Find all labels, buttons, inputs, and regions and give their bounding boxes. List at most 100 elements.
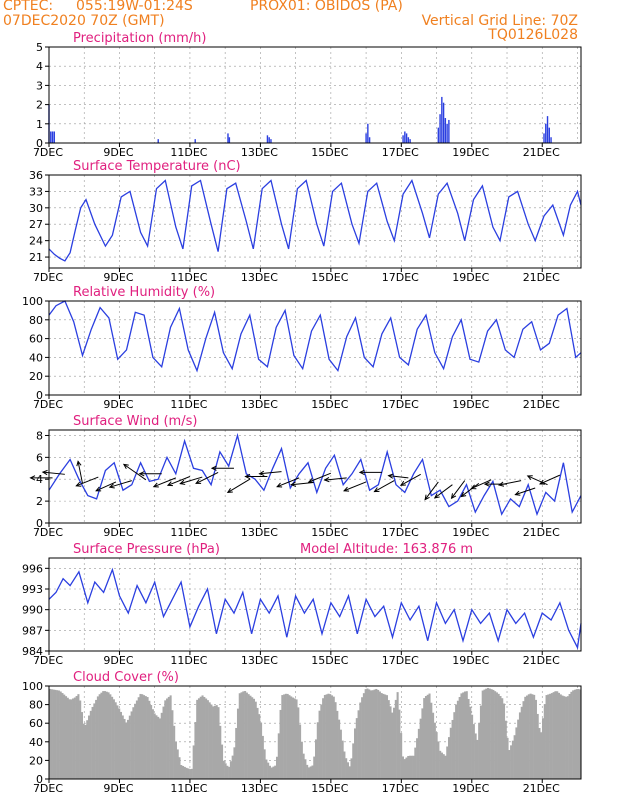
header-model-code: TQ0126L028 — [488, 27, 578, 43]
cloud-bar — [440, 752, 443, 779]
cloud-bar — [141, 694, 144, 779]
cloud-bar — [233, 747, 236, 779]
cloud-bar — [481, 690, 484, 779]
cloud-bar — [142, 695, 146, 779]
cloud-bar — [536, 713, 539, 779]
wind-vector-head — [108, 483, 115, 489]
cloud-bar — [205, 698, 208, 779]
cloud-bar — [208, 702, 211, 779]
rh-plot-bg — [49, 301, 581, 395]
cloud-bar — [297, 707, 300, 779]
cloud-bar — [183, 766, 186, 779]
cloud-bar — [501, 698, 504, 779]
precip-ytick-label: 3 — [36, 79, 43, 92]
precip-bar — [405, 133, 408, 143]
temp-ytick-label: 30 — [29, 202, 43, 215]
wind-vector-head — [323, 477, 330, 483]
temp-xtick-label: 19DEC — [452, 271, 489, 284]
precip-bar — [548, 127, 550, 143]
cloud-bar — [260, 722, 263, 779]
wind-vector-head — [152, 482, 159, 488]
precip-ytick-label: 2 — [36, 99, 43, 112]
cloud-bar — [251, 697, 254, 779]
cloud-bar — [80, 712, 83, 779]
cloud-bar — [520, 706, 523, 779]
precip-ytick-label: 5 — [36, 41, 43, 54]
cloud-bar — [219, 725, 222, 779]
wind-vector — [374, 480, 395, 493]
wind-line — [48, 432, 582, 517]
pres-ytick-label: 987 — [22, 624, 43, 637]
cloud-bar — [283, 694, 286, 779]
cloud-bar — [403, 759, 406, 779]
rh-ytick-label: 20 — [29, 370, 43, 383]
cloud-bar — [322, 698, 325, 779]
wind-title: Surface Wind (m/s) — [73, 414, 197, 429]
wind-vector — [259, 471, 282, 475]
cloud-bar — [487, 687, 490, 779]
cloud-bar — [306, 764, 309, 779]
cloud-bar — [377, 689, 380, 779]
precip-frame — [48, 46, 582, 144]
cloud-bar — [432, 712, 435, 779]
wind-vector-head — [483, 481, 490, 487]
cloud-bar — [453, 712, 456, 779]
cloud-bar — [59, 691, 62, 779]
precip-bar — [441, 96, 443, 143]
cloud-bar — [112, 699, 115, 779]
cloud-bar — [64, 696, 68, 779]
cloud-bar — [263, 749, 266, 779]
cloud-bar — [433, 722, 436, 779]
cloud-bar — [430, 702, 433, 779]
cloud-bar — [229, 761, 232, 779]
cloud-bar — [348, 766, 351, 779]
pres-xtick-label: 7DEC — [33, 654, 63, 667]
cloud-bar — [405, 757, 408, 779]
cloud-bar — [290, 696, 293, 779]
pres-frame — [48, 557, 582, 652]
wind-vector — [227, 478, 251, 493]
cloud-bar — [88, 715, 91, 779]
cloud-xtick-label: 11DEC — [170, 782, 207, 795]
wind-vector — [308, 472, 332, 483]
rh-line — [48, 300, 582, 373]
cloud-bar — [212, 706, 215, 779]
cloud-bar — [61, 693, 64, 779]
precip-ytick-label: 4 — [36, 60, 43, 73]
cloud-bar — [146, 697, 149, 779]
wind-vector-head — [41, 469, 48, 476]
cloud-bar — [369, 690, 373, 779]
cloud-bar — [479, 705, 482, 779]
cloud-bar — [368, 689, 371, 779]
wind-xtick-label: 21DEC — [523, 526, 560, 539]
cloud-bar — [547, 694, 550, 779]
precip-title: Precipitation (mm/h) — [73, 31, 206, 46]
precip-xtick-label: 15DEC — [311, 146, 348, 159]
cloud-bar — [579, 689, 582, 779]
cloud-bar — [286, 693, 289, 779]
cloud-bar — [449, 727, 452, 779]
cloud-bar — [291, 697, 295, 779]
cloud-bar — [221, 744, 224, 779]
cloud-bar — [164, 700, 167, 779]
cloud-bar — [338, 719, 341, 779]
cloud-bar — [121, 715, 124, 779]
cloud-bar — [295, 699, 298, 779]
cloud-bar — [522, 701, 525, 779]
wind-vector-head — [76, 460, 82, 467]
pres-line — [48, 567, 582, 650]
pres-ytick-label: 996 — [22, 562, 43, 575]
precip-bar — [444, 118, 447, 143]
pres-xtick-label: 13DEC — [241, 654, 278, 667]
cloud-bar — [570, 691, 573, 779]
cloud-bar — [559, 694, 562, 779]
wind-vector — [451, 480, 466, 499]
header-coords: 055:19W-01:24S — [76, 0, 193, 14]
cloud-bar — [235, 727, 238, 779]
rh-title: Relative Humidity (%) — [73, 285, 215, 300]
cloud-bar — [166, 698, 169, 779]
cloud-bar — [472, 724, 475, 779]
cloud-bar — [524, 696, 527, 779]
cloud-bar — [361, 697, 364, 779]
cloud-bar — [478, 722, 481, 779]
